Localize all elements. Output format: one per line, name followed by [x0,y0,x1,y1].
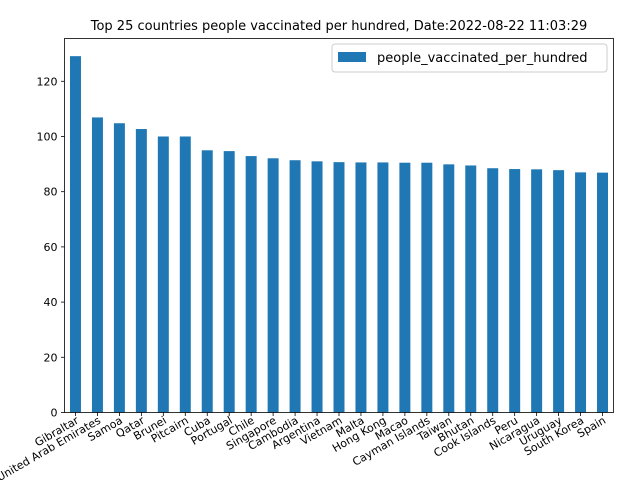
bar-spain [597,172,609,413]
bar-taiwan [443,164,455,413]
y-axis: 0 20 40 60 80 100 120 [37,75,65,420]
bar-portugal [223,151,235,413]
bar-gibraltar [69,56,81,413]
chart-title: Top 25 countries people vaccinated per h… [90,19,588,34]
bar-vietnam [333,162,345,413]
bar-hong-kong [377,162,389,413]
y-tick-label: 100 [37,130,58,143]
legend-swatch [338,52,366,62]
bar-singapore [267,158,279,413]
bar-brunei [157,136,169,413]
bar-pitcairn [179,136,191,413]
bars-group [69,56,609,413]
bar-cuba [201,150,213,413]
bar-cambodia [289,160,301,413]
bar-chile [245,156,257,413]
bar-argentina [311,161,323,413]
x-tick-label: United Arab Emirates [0,414,103,480]
y-tick-label: 40 [44,296,58,309]
bar-cook-islands [487,168,499,413]
bar-peru [509,169,521,413]
bar-qatar [135,129,147,413]
bar-south-korea [575,172,587,413]
bar-samoa [113,123,125,413]
y-tick-label: 20 [44,351,58,364]
plot-frame [64,38,614,413]
bar-united-arab-emirates [91,117,103,413]
bar-uruguay [553,170,565,413]
bar-macao [399,162,411,413]
legend: people_vaccinated_per_hundred [331,43,608,73]
y-tick-label: 0 [51,407,58,420]
bar-malta [355,162,367,413]
y-tick-label: 60 [44,241,58,254]
bar-bhutan [465,165,477,413]
legend-frame [331,43,608,73]
bar-nicaragua [531,169,543,413]
bar-cayman-islands [421,162,433,413]
y-tick-label: 120 [37,75,58,88]
legend-label: people_vaccinated_per_hundred [377,51,588,66]
y-tick-label: 80 [44,186,58,199]
